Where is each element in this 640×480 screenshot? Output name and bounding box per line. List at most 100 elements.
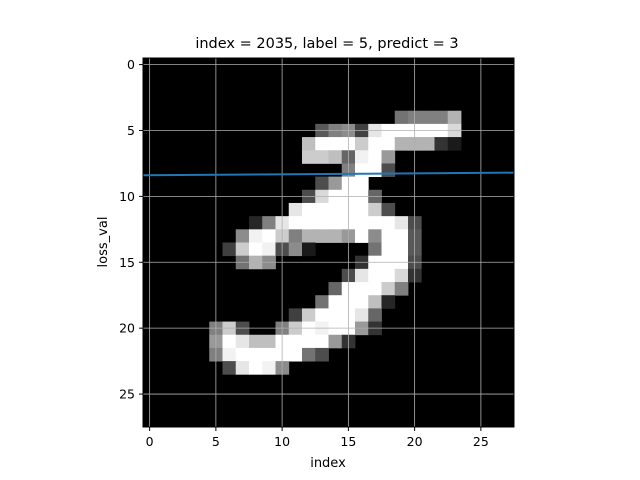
image-pixel (381, 202, 396, 217)
image-pixel (315, 176, 329, 191)
image-pixel (249, 229, 263, 243)
image-pixel (315, 202, 329, 217)
x-tick-label: 15 (340, 434, 356, 449)
plot-area (142, 57, 515, 428)
y-axis: 0 5 10 15 20 25 (119, 57, 143, 402)
image-pixel (262, 361, 276, 375)
image-pixel (315, 334, 329, 349)
image-pixel (302, 216, 316, 230)
plot-frame (142, 57, 515, 428)
image-pixel (381, 163, 396, 178)
image-pixel (381, 150, 396, 164)
image-pixel (249, 347, 263, 362)
image-pixel (355, 295, 369, 309)
image-pixel (355, 176, 369, 191)
x-axis-label: index (310, 456, 346, 471)
image-pixel (447, 137, 462, 151)
image-pixel (328, 282, 343, 296)
image-pixel (262, 216, 276, 230)
image-pixel (315, 229, 329, 243)
image-pixel (355, 163, 369, 178)
image-pixel (368, 242, 382, 257)
x-tick-label: 5 (212, 434, 220, 449)
image-pixel (302, 347, 316, 362)
image-pixel (368, 308, 382, 322)
image-pixel (355, 216, 369, 230)
image-pixel (447, 110, 462, 125)
image-pixel (288, 334, 303, 349)
image-pixel (262, 347, 276, 362)
image-pixel (434, 137, 449, 151)
image-pixel (235, 334, 250, 349)
grid-lines (143, 58, 514, 427)
image-pixel (368, 137, 382, 151)
image-pixel (368, 229, 382, 243)
image-pixel (262, 242, 276, 257)
y-tick-label: 0 (127, 57, 135, 72)
image-pixel (315, 137, 329, 151)
image-pixel (315, 216, 329, 230)
image-pixel (328, 295, 343, 309)
image-pixel (302, 242, 316, 257)
image-pixel (355, 202, 369, 217)
image-pixel (302, 137, 316, 151)
image-pixel (381, 137, 396, 151)
image-pixel (235, 347, 250, 362)
image-pixel (315, 308, 329, 322)
image-pixel (394, 242, 409, 257)
x-tick-label: 25 (473, 434, 489, 449)
image-pixel (421, 110, 435, 125)
image-pixel (315, 295, 329, 309)
image-pixel (355, 150, 369, 164)
image-pixel (315, 150, 329, 164)
image-pixel (368, 150, 382, 164)
x-tick-label: 10 (274, 434, 290, 449)
image-pixel (235, 361, 250, 375)
image-pixel (368, 295, 382, 309)
image-pixel (288, 242, 303, 257)
image-pixel (368, 163, 382, 178)
image-pixel (302, 202, 316, 217)
image-pixel (302, 308, 316, 322)
y-tick-label: 5 (127, 123, 135, 138)
image-pixel (288, 216, 303, 230)
image-pixel (302, 334, 316, 349)
image-pixel (394, 282, 409, 296)
image-pixel (222, 334, 237, 349)
image-pixel (421, 137, 435, 151)
image-pixel (328, 202, 343, 217)
image-pixel (355, 268, 369, 283)
image-pixel (262, 334, 276, 349)
image-pixel (328, 308, 343, 322)
image-pixel (368, 282, 382, 296)
y-axis-label: loss_val (96, 217, 111, 268)
image-pixel (302, 229, 316, 243)
image-pixel (381, 242, 396, 257)
image-pixel (328, 137, 343, 151)
y-tick-label: 25 (119, 387, 135, 402)
image-pixel (381, 282, 396, 296)
image-pixel (368, 268, 382, 283)
image-pixel (328, 334, 343, 349)
image-pixel (381, 229, 396, 243)
image-pixel (315, 347, 329, 362)
image-pixel (394, 229, 409, 243)
image-pixel (368, 216, 382, 230)
image-pixel (328, 229, 343, 243)
image-pixel (394, 216, 409, 230)
image-pixel (328, 216, 343, 230)
x-tick-label: 0 (146, 434, 154, 449)
image-pixel (394, 268, 409, 283)
image-pixel (302, 150, 316, 164)
image-pixel (328, 176, 343, 191)
x-axis: 0 5 10 15 20 25 (146, 427, 489, 449)
y-tick-label: 15 (119, 255, 135, 270)
image-pixel (288, 308, 303, 322)
image-pixel (328, 150, 343, 164)
image-pixel (222, 361, 237, 375)
image-pixel (262, 229, 276, 243)
series-line (142, 171, 515, 177)
y-tick-label: 10 (119, 189, 135, 204)
image-pixel (288, 347, 303, 362)
